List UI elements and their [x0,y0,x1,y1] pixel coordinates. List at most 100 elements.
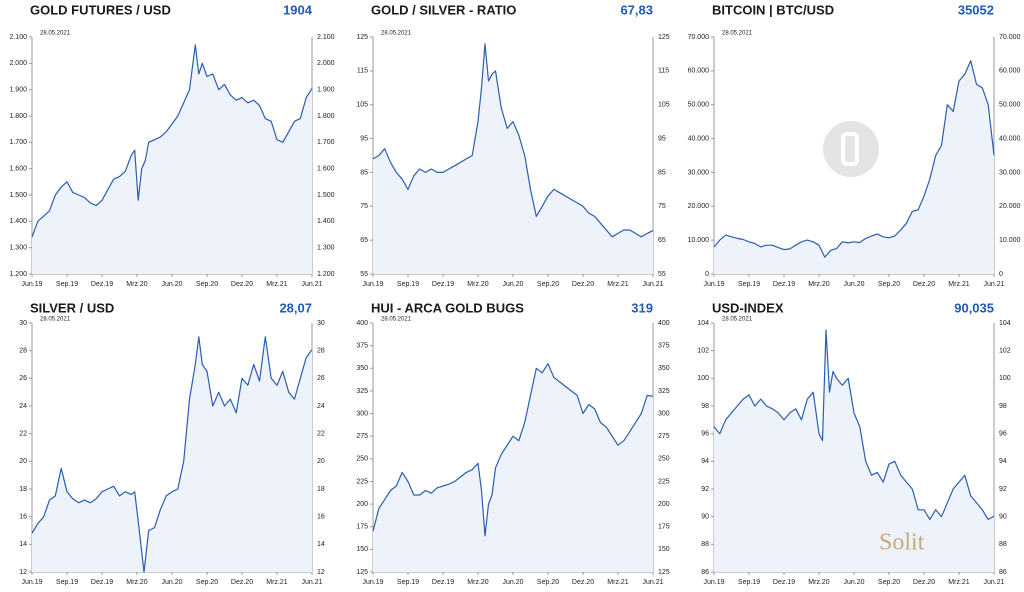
y-tick-label: 88 [701,541,709,548]
line [713,60,995,258]
x-tick-label: Sep.20 [537,281,559,288]
y2-tick-label: 2.100 [317,34,335,41]
y-tick-label: 10.000 [688,237,710,244]
y-tick-label: 1.700 [9,139,27,146]
y2-tick-label: 2.000 [317,60,335,67]
y-tick-label: 86 [701,569,709,576]
chart-title: GOLD / SILVER - RATIO [371,2,516,17]
y2-tick-label: 100 [999,375,1011,382]
x-tick-label: Dez.20 [231,579,253,586]
y-tick-label: 16 [19,514,27,521]
area [714,60,994,275]
y2-tick-label: 96 [999,431,1007,438]
date-label: 28.05.2021 [40,317,71,323]
x-tick-label: Sep.20 [196,579,218,586]
y2-tick-label: 125 [658,569,670,576]
y2-tick-label: 1.700 [317,139,335,146]
line [713,329,995,520]
y2-tick-label: 0 [999,271,1003,278]
x-tick-label: Dez.20 [913,281,935,288]
y-tick-label: 30.000 [688,169,710,176]
y2-tick-label: 1.200 [317,271,335,278]
y-tick-label: 20 [19,458,27,465]
y2-tick-label: 102 [999,348,1011,355]
y2-tick-label: 86 [999,569,1007,576]
x-tick-label: Jun.19 [21,281,42,288]
y2-tick-label: 104 [999,320,1011,327]
chart-title: HUI - ARCA GOLD BUGS [371,300,524,315]
y2-tick-label: 375 [658,342,670,349]
y2-tick-label: 1.500 [317,192,335,199]
x-tick-label: Dez.19 [773,281,795,288]
date-label: 28.05.2021 [381,317,412,323]
current-value: 28,07 [279,300,312,315]
y2-tick-label: 1.300 [317,245,335,252]
x-tick-label: Mrz.20 [808,281,830,288]
y-tick-label: 104 [697,320,709,327]
y-tick-label: 50.000 [688,102,710,109]
y-tick-label: 125 [356,569,368,576]
y2-tick-label: 10.000 [999,237,1021,244]
x-tick-label: Sep.20 [537,579,559,586]
y-tick-label: 96 [701,431,709,438]
y2-tick-label: 28 [317,348,325,355]
chart-title: SILVER / USD [30,300,114,315]
x-tick-label: Dez.20 [913,579,935,586]
y2-tick-label: 250 [658,456,670,463]
y-tick-label: 92 [701,486,709,493]
x-tick-label: Mrz.21 [948,579,970,586]
x-tick-label: Sep.19 [738,281,760,288]
y2-tick-label: 26 [317,375,325,382]
x-tick-label: Mrz.21 [607,579,629,586]
y2-tick-label: 30 [317,320,325,327]
current-value: 319 [631,300,653,315]
y-tick-label: 14 [19,541,27,548]
x-tick-label: Dez.19 [432,281,454,288]
date-label: 28.05.2021 [40,31,71,37]
y-tick-label: 275 [356,433,368,440]
y2-tick-label: 1.400 [317,218,335,225]
current-value: 67,83 [620,2,653,17]
y2-tick-label: 94 [999,458,1007,465]
x-tick-label: Jun.20 [843,281,864,288]
x-tick-label: Mrz.21 [266,579,288,586]
area [714,329,994,572]
y-tick-label: 125 [356,34,368,41]
y2-tick-label: 115 [658,68,669,75]
y2-tick-label: 98 [999,403,1007,410]
y2-tick-label: 275 [658,433,670,440]
y-tick-label: 18 [19,486,27,493]
y-tick-label: 20.000 [688,203,710,210]
x-tick-label: Jun.20 [843,579,864,586]
y-tick-label: 1.400 [9,218,27,225]
y2-tick-label: 20.000 [999,203,1021,210]
y-tick-label: 24 [19,403,27,410]
x-tick-label: Jun.19 [362,579,383,586]
line [372,363,654,537]
line [31,336,313,573]
x-tick-label: Mrz.21 [607,281,629,288]
y2-tick-label: 200 [658,501,670,508]
y2-tick-label: 30.000 [999,169,1021,176]
y-tick-label: 94 [701,458,709,465]
chart-title: USD-INDEX [712,300,784,315]
y-tick-label: 28 [19,348,27,355]
y2-tick-label: 1.600 [317,166,335,173]
y-tick-label: 75 [360,203,368,210]
y2-tick-label: 60.000 [999,68,1021,75]
y2-tick-label: 55 [658,271,666,278]
x-tick-label: Dez.20 [231,281,253,288]
y-tick-label: 0 [705,271,709,278]
y-tick-label: 300 [356,410,368,417]
x-tick-label: Sep.19 [56,281,78,288]
x-tick-label: Sep.20 [878,579,900,586]
y2-tick-label: 150 [658,546,670,553]
x-tick-label: Jun.19 [703,579,724,586]
y-tick-label: 55 [360,271,368,278]
watermark: Solit [879,530,925,556]
y2-tick-label: 1.800 [317,113,335,120]
x-tick-label: Mrz.20 [126,579,148,586]
x-tick-label: Jun.19 [362,281,383,288]
x-tick-label: Dez.20 [572,281,594,288]
